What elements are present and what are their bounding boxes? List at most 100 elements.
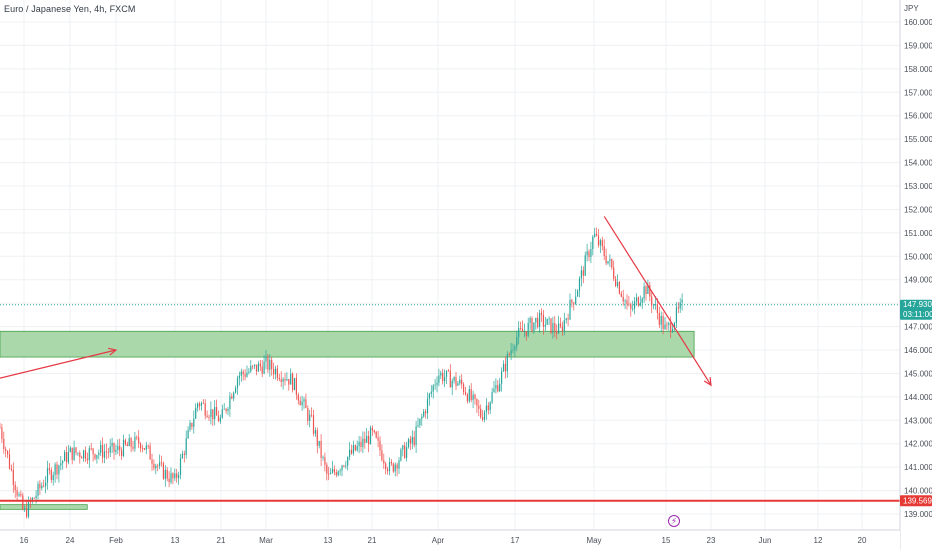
candle-body[interactable] [417,425,419,427]
candle-body[interactable] [22,495,24,510]
candle-body[interactable] [98,452,100,455]
candle-body[interactable] [216,407,218,416]
candle-body[interactable] [149,445,151,460]
candle-body[interactable] [607,261,609,264]
candle-body[interactable] [5,448,7,451]
candle-body[interactable] [50,470,52,480]
candle-body[interactable] [425,411,427,414]
candle-body[interactable] [119,445,121,451]
candle-body[interactable] [634,301,636,309]
candle-body[interactable] [542,314,544,327]
candle-body[interactable] [56,464,58,475]
candle-body[interactable] [240,371,242,376]
candle-body[interactable] [242,371,244,375]
candle-body[interactable] [305,399,307,409]
candle-body[interactable] [324,457,326,465]
candle-body[interactable] [77,452,79,454]
candle-body[interactable] [67,452,69,463]
candle-body[interactable] [162,463,164,479]
candle-body[interactable] [185,438,187,455]
candle-body[interactable] [470,389,472,401]
trend-arrow-line[interactable] [0,349,117,379]
candle-body[interactable] [337,471,339,476]
candle-body[interactable] [210,409,212,418]
candle-body[interactable] [217,415,220,422]
candle-body[interactable] [592,236,594,249]
candle-body[interactable] [647,285,649,295]
candle-body[interactable] [75,447,77,453]
candle-body[interactable] [267,356,269,370]
candle-body[interactable] [651,296,653,306]
candle-body[interactable] [212,409,214,420]
candle-body[interactable] [516,337,518,347]
candle-body[interactable] [404,445,406,458]
candle-body[interactable] [476,398,478,406]
candle-body[interactable] [662,315,664,330]
candle-body[interactable] [641,298,643,303]
lightning-icon[interactable]: ⚡ [668,515,680,527]
candle-body[interactable] [504,363,506,372]
candle-body[interactable] [508,354,510,356]
candle-body[interactable] [27,500,30,517]
candle-body[interactable] [383,460,385,464]
candle-body[interactable] [615,278,617,286]
candle-body[interactable] [550,318,552,334]
candle-body[interactable] [489,402,491,411]
candle-body[interactable] [286,379,288,381]
candle-body[interactable] [406,447,408,458]
candle-body[interactable] [233,392,235,399]
candle-body[interactable] [637,297,639,306]
candle-body[interactable] [96,454,98,459]
candle-body[interactable] [571,300,573,303]
candle-body[interactable] [565,318,567,321]
candle-body[interactable] [105,451,107,453]
candle-body[interactable] [362,438,364,448]
candle-body[interactable] [472,394,474,401]
candle-body[interactable] [1,427,3,439]
candle-body[interactable] [426,398,429,414]
candle-body[interactable] [290,373,292,385]
candle-body[interactable] [434,384,436,386]
candle-body[interactable] [24,508,26,510]
candle-body[interactable] [670,322,672,333]
candle-body[interactable] [561,326,563,332]
candle-body[interactable] [309,414,311,421]
candle-body[interactable] [103,451,106,458]
candle-body[interactable] [117,445,119,450]
candle-body[interactable] [229,396,231,410]
candle-body[interactable] [559,323,562,327]
candle-body[interactable] [438,375,440,383]
candle-body[interactable] [436,382,438,385]
candle-body[interactable] [466,394,468,402]
candle-body[interactable] [540,312,543,315]
candle-body[interactable] [314,430,316,434]
candle-body[interactable] [330,472,332,474]
candle-body[interactable] [235,388,237,393]
candle-body[interactable] [236,378,239,389]
candle-body[interactable] [413,436,415,446]
candle-body[interactable] [178,474,180,479]
candle-body[interactable] [385,463,387,470]
candle-body[interactable] [392,463,394,472]
candle-body[interactable] [379,440,381,451]
candle-body[interactable] [301,401,303,406]
candle-body[interactable] [577,290,579,297]
trend-arrow-line[interactable] [603,216,712,386]
candle-body[interactable] [656,304,658,313]
candle-body[interactable] [643,286,645,299]
candle-body[interactable] [594,233,596,237]
candle-body[interactable] [307,408,309,421]
candle-body[interactable] [495,385,497,389]
candle-body[interactable] [124,439,126,445]
candle-body[interactable] [660,315,662,325]
candle-body[interactable] [147,445,149,447]
candle-body[interactable] [33,497,35,499]
candle-body[interactable] [94,454,96,459]
candle-body[interactable] [666,324,668,326]
candle-body[interactable] [521,328,524,332]
candle-body[interactable] [69,447,71,453]
candle-body[interactable] [183,453,185,455]
candle-body[interactable] [318,440,320,446]
candle-body[interactable] [620,293,622,297]
candle-body[interactable] [580,270,582,279]
